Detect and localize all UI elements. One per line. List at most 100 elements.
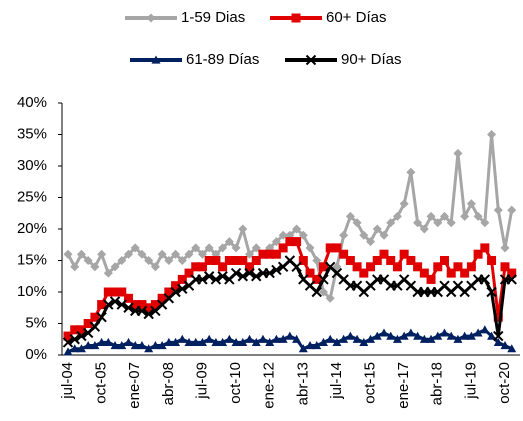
marker	[318, 337, 328, 346]
marker	[292, 334, 302, 343]
marker	[493, 337, 503, 346]
marker	[419, 224, 429, 234]
marker	[124, 293, 134, 303]
marker	[117, 341, 127, 350]
marker	[70, 262, 80, 272]
y-tick-label: 5%	[25, 314, 47, 331]
marker	[171, 249, 181, 259]
legend-label: 61-89 Días	[186, 51, 259, 68]
marker	[433, 262, 443, 272]
marker	[480, 243, 490, 253]
legend-marker	[146, 13, 156, 23]
marker	[372, 224, 382, 234]
marker	[399, 331, 409, 340]
marker	[500, 262, 510, 272]
marker	[379, 230, 389, 240]
marker	[493, 330, 504, 342]
marker	[177, 256, 187, 265]
marker	[312, 274, 322, 284]
marker	[386, 218, 396, 228]
marker	[117, 256, 127, 265]
marker	[231, 337, 241, 346]
series	[62, 255, 517, 348]
marker	[150, 341, 160, 350]
series	[63, 237, 517, 341]
marker	[164, 256, 174, 265]
marker	[366, 237, 376, 247]
x-tick-label: jul-14	[328, 362, 345, 400]
marker	[197, 274, 208, 285]
marker	[170, 286, 181, 298]
marker	[264, 267, 275, 279]
marker	[204, 256, 214, 265]
marker	[439, 211, 449, 221]
marker	[237, 271, 249, 282]
marker	[473, 249, 483, 259]
marker	[63, 347, 73, 356]
marker	[258, 334, 268, 343]
marker	[318, 287, 328, 297]
marker	[197, 337, 207, 346]
marker	[231, 243, 241, 253]
marker	[90, 341, 100, 350]
marker	[487, 331, 497, 340]
marker	[426, 211, 436, 221]
marker	[359, 230, 369, 240]
marker	[426, 334, 436, 343]
marker	[157, 249, 167, 259]
marker	[500, 243, 510, 253]
marker	[184, 268, 194, 278]
marker	[130, 243, 140, 253]
marker	[493, 205, 503, 215]
marker	[292, 237, 302, 247]
y-tick-label: 35%	[17, 125, 47, 142]
y-tick-label: 15%	[17, 251, 47, 268]
marker	[97, 249, 107, 259]
marker	[70, 344, 80, 353]
marker	[487, 256, 497, 265]
marker	[278, 334, 288, 343]
x-tick-label: ene-17	[395, 362, 412, 409]
marker	[486, 286, 497, 298]
marker	[453, 262, 463, 272]
marker	[406, 328, 416, 337]
marker	[110, 287, 120, 297]
marker	[244, 267, 255, 279]
marker	[90, 262, 100, 272]
marker	[311, 286, 322, 298]
x-tick-label: jul-04	[59, 362, 76, 400]
marker	[83, 319, 93, 328]
marker	[211, 337, 221, 346]
legend-item: 60+ Días	[270, 9, 386, 26]
marker	[130, 300, 140, 310]
marker	[69, 334, 80, 345]
marker	[191, 337, 201, 346]
marker	[493, 312, 503, 322]
marker	[426, 274, 436, 284]
legend-item: 1-59 Dias	[125, 9, 245, 26]
marker	[258, 249, 268, 259]
marker	[278, 243, 288, 253]
marker	[164, 337, 174, 346]
marker	[150, 300, 160, 310]
marker	[372, 331, 382, 340]
legend-marker	[151, 55, 161, 64]
marker	[224, 237, 234, 247]
marker	[191, 243, 201, 253]
marker	[399, 249, 409, 259]
marker	[345, 211, 355, 221]
marker	[345, 331, 355, 340]
marker	[103, 337, 113, 346]
marker	[210, 274, 222, 285]
marker	[96, 311, 107, 323]
x-tick-label: jul-09	[193, 362, 210, 400]
x-tick-label: oct-10	[227, 362, 244, 404]
marker	[460, 268, 470, 278]
marker	[171, 337, 181, 346]
x-tick-label: oct-05	[93, 362, 110, 404]
marker	[251, 256, 261, 265]
marker	[109, 296, 121, 307]
y-tick-label: 40%	[17, 94, 47, 111]
